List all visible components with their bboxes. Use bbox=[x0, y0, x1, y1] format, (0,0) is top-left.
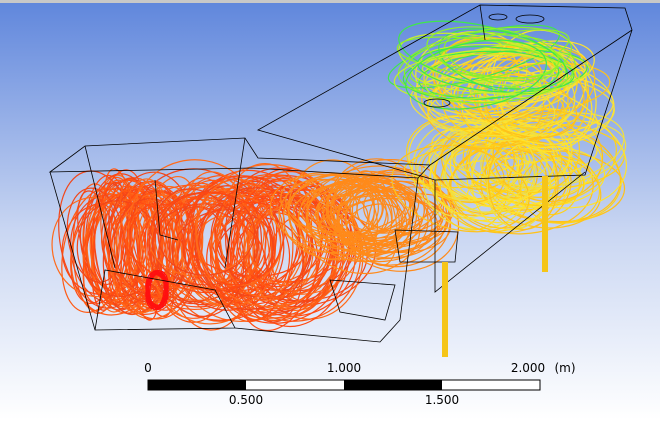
streamline bbox=[146, 192, 272, 294]
scale-label: 0.500 bbox=[229, 393, 263, 407]
wire-outlet bbox=[515, 14, 545, 24]
streamline bbox=[206, 195, 344, 324]
wire-edge bbox=[48, 137, 431, 179]
pipe bbox=[542, 176, 548, 272]
wire-edge bbox=[49, 171, 236, 331]
wire-edge bbox=[234, 177, 419, 343]
streamline bbox=[397, 26, 573, 96]
streamline bbox=[411, 53, 580, 94]
streamline bbox=[402, 50, 560, 101]
streamline bbox=[433, 135, 509, 231]
scale-label: 1.000 bbox=[327, 361, 361, 375]
streamline bbox=[93, 169, 147, 304]
wire-edge bbox=[429, 4, 633, 293]
streamline bbox=[466, 159, 593, 208]
streamline bbox=[125, 184, 260, 311]
streamline bbox=[336, 179, 429, 260]
streamline bbox=[285, 178, 389, 241]
scale-unit: (m) bbox=[554, 361, 575, 375]
streamline bbox=[444, 124, 536, 214]
wireframe bbox=[48, 4, 633, 343]
streamline bbox=[405, 39, 547, 110]
wire-outlet bbox=[423, 98, 451, 108]
streamline bbox=[146, 271, 168, 309]
streamline bbox=[391, 144, 530, 233]
streamline bbox=[215, 175, 336, 319]
streamline bbox=[519, 155, 601, 224]
streamline bbox=[194, 185, 263, 293]
streamline bbox=[428, 114, 570, 202]
streamline bbox=[183, 201, 304, 292]
streamline bbox=[157, 206, 230, 305]
streamline bbox=[120, 203, 167, 303]
streamline bbox=[181, 194, 282, 308]
streamline bbox=[287, 172, 411, 240]
streamline bbox=[269, 172, 404, 255]
streamline bbox=[449, 120, 556, 205]
streamline bbox=[166, 179, 258, 331]
streamline bbox=[337, 176, 450, 259]
wire-edge bbox=[329, 229, 459, 321]
scale-segment bbox=[148, 380, 246, 390]
streamline bbox=[398, 20, 567, 90]
streamline bbox=[403, 34, 576, 104]
streamline bbox=[148, 270, 166, 310]
top-border bbox=[0, 0, 660, 3]
streamline bbox=[123, 203, 266, 290]
streamline bbox=[200, 173, 340, 319]
streamline bbox=[149, 272, 165, 308]
streamline bbox=[246, 202, 345, 309]
streamline bbox=[338, 197, 442, 246]
streamline bbox=[188, 175, 286, 286]
streamline bbox=[393, 48, 556, 101]
wire-edge bbox=[84, 137, 246, 269]
streamline bbox=[157, 191, 255, 276]
streamline bbox=[502, 70, 593, 149]
wire-outlet bbox=[488, 13, 508, 21]
streamline bbox=[333, 177, 416, 234]
streamline bbox=[51, 196, 140, 298]
scale-segment bbox=[344, 380, 442, 390]
scale-label: 2.000 bbox=[511, 361, 545, 375]
streamline bbox=[301, 185, 407, 234]
streamline bbox=[453, 78, 599, 140]
streamline bbox=[280, 174, 403, 246]
scale-label: 1.500 bbox=[425, 393, 459, 407]
streamline bbox=[398, 32, 568, 96]
streamline bbox=[66, 187, 124, 283]
streamlines bbox=[51, 20, 628, 332]
streamline bbox=[83, 179, 134, 314]
streamline bbox=[409, 75, 556, 137]
streamline bbox=[443, 31, 573, 91]
streamline bbox=[187, 200, 267, 283]
streamline bbox=[420, 43, 591, 86]
streamline bbox=[427, 66, 541, 124]
streamline bbox=[426, 26, 560, 79]
streamline bbox=[293, 180, 420, 236]
streamline bbox=[85, 192, 164, 304]
pipe bbox=[442, 262, 448, 357]
scale-label: 0 bbox=[144, 361, 152, 375]
streamline bbox=[93, 182, 139, 310]
scale-bar: 0 1.000 2.000 (m) 0.500 1.500 bbox=[144, 361, 575, 407]
